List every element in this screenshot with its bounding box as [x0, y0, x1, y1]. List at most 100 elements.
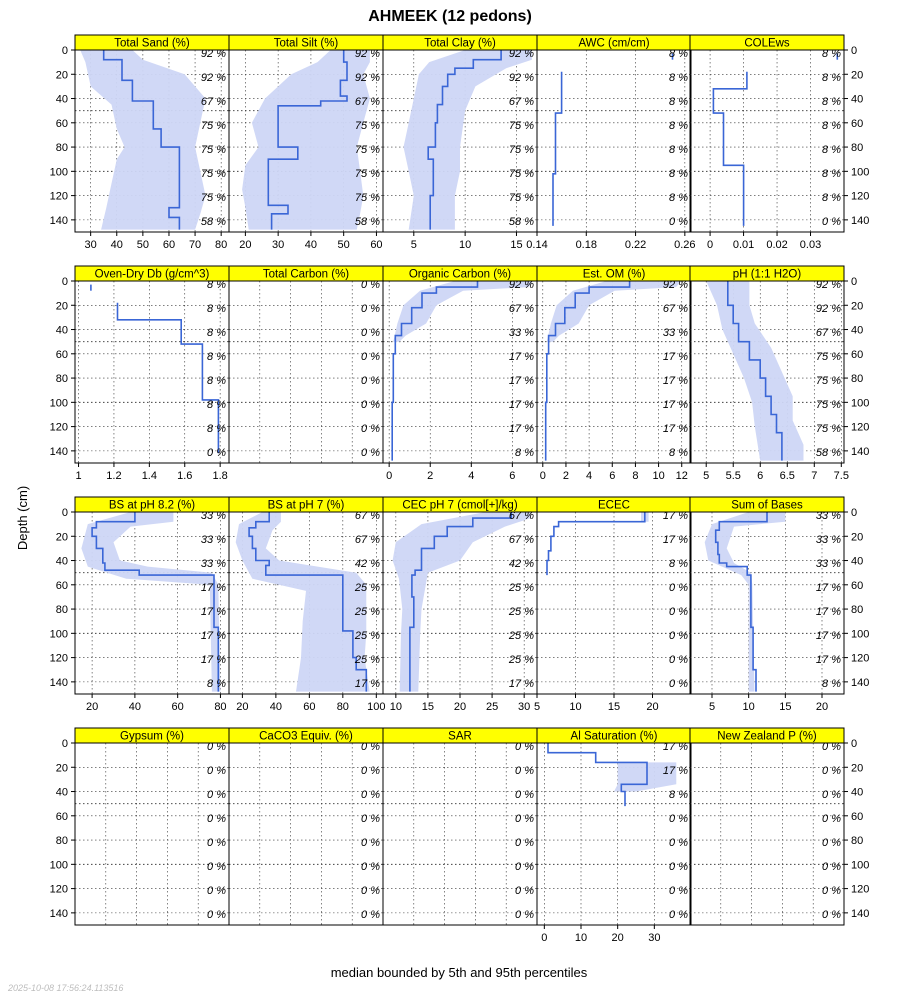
x-tick-label: 1: [75, 470, 81, 482]
y-tick-label: 40: [56, 94, 68, 106]
percent-label: 0 %: [669, 216, 688, 228]
percent-label: 92 %: [355, 72, 380, 84]
percent-label: 75 %: [201, 120, 226, 132]
y-tick-label: 40: [56, 787, 68, 799]
y-tick-label: 120: [50, 653, 68, 665]
y-tick-label: 100: [851, 859, 869, 871]
y-tick-label: 80: [56, 604, 68, 616]
percent-label: 17 %: [663, 375, 688, 387]
panel-frame: [689, 742, 845, 926]
percent-label: 8 %: [669, 96, 688, 108]
x-tick-label: 6: [757, 470, 763, 482]
percent-label: 33 %: [201, 534, 226, 546]
percent-label: 17 %: [816, 630, 841, 642]
panel: pH (1:1 H2O) 92 % 92 % 67 % 75 % 75 % 75 % 75 %…: [689, 265, 869, 482]
x-tick-label: 100: [367, 701, 385, 713]
percent-label: 25 %: [508, 654, 534, 666]
percent-label: 0 %: [361, 423, 380, 435]
percent-label: 8 %: [822, 144, 841, 156]
percent-label: 75 %: [816, 351, 841, 363]
x-tick-label: 60: [303, 701, 315, 713]
median-line: [544, 281, 631, 461]
y-tick-label: 20: [851, 300, 863, 312]
x-tick-label: 15: [779, 701, 791, 713]
percent-label: 0 %: [515, 861, 534, 873]
percent-label: 8 %: [207, 423, 226, 435]
percent-label: 0 %: [822, 765, 841, 777]
panel-title: CEC pH 7 (cmol[+]/kg): [402, 500, 518, 512]
percent-label: 75 %: [201, 168, 226, 180]
panel-frame: [689, 511, 845, 695]
x-tick-label: 5: [709, 701, 715, 713]
x-tick-label: 60: [370, 239, 382, 251]
percent-label: 67 %: [355, 534, 380, 546]
percent-label: 8 %: [207, 678, 226, 690]
y-tick-label: 140: [851, 446, 869, 458]
panel: Oven-Dry Db (g/cm^3)8 %8 %8 %8 %8 %8 %8 …: [50, 265, 230, 482]
x-tick-label: 6.5: [780, 470, 795, 482]
panel-frame: [228, 742, 384, 926]
percent-label: 0 %: [361, 303, 380, 315]
panel: CaCO3 Equiv. (%) 0 % 0 % 0 % 0 % 0 % 0 % 0 % 0 %: [228, 727, 384, 926]
panel-title: SAR: [448, 731, 472, 743]
percent-label: 58 %: [201, 216, 226, 228]
percent-label: 17 %: [663, 534, 688, 546]
percent-label: 8 %: [822, 192, 841, 204]
panel-title: AWC (cm/cm): [578, 38, 649, 50]
y-tick-label: 60: [56, 580, 68, 592]
x-tick-label: 80: [214, 701, 226, 713]
percent-label: 17 %: [201, 630, 226, 642]
y-tick-label: 20: [56, 531, 68, 543]
panel: New Zealand P (%) 0 % 0 % 0 % 0 % 0 % 0 % 0 % 0 …: [689, 727, 869, 926]
percent-label: 0 %: [822, 216, 841, 228]
percent-label: 75 %: [509, 168, 534, 180]
y-tick-label: 20: [851, 762, 863, 774]
percent-label: 0 %: [515, 741, 534, 753]
x-tick-label: 80: [215, 239, 227, 251]
median-line: [726, 281, 783, 461]
percent-label: 8 %: [669, 789, 688, 801]
percent-label: 75 %: [816, 399, 841, 411]
percent-label: 75 %: [355, 192, 380, 204]
x-tick-label: 4: [586, 470, 592, 482]
percent-label: 92 %: [201, 48, 226, 60]
x-tick-label: 10: [743, 701, 755, 713]
x-tick-label: 60: [163, 239, 175, 251]
percent-label: 17 %: [816, 606, 841, 618]
percentile-band: [403, 50, 532, 230]
percent-label: 0 %: [207, 909, 226, 921]
y-tick-label: 120: [50, 422, 68, 434]
percentile-band: [706, 281, 804, 461]
x-tick-label: 1.8: [213, 470, 228, 482]
panel: Total Sand (%) 92 % 92 % 67 % 75 % 75 % 75 % 75…: [50, 34, 230, 251]
x-tick-label: 7: [811, 470, 817, 482]
timestamp-text: 2025-10-08 17:56:24.113516: [7, 983, 123, 993]
percent-label: 17 %: [816, 582, 841, 594]
panel: Sum of Bases 33 % 33 % 33 % 17 % 17 % 17 % 17 %…: [689, 496, 869, 713]
panel-title: Gypsum (%): [120, 731, 184, 743]
percent-label: 92 %: [816, 279, 841, 291]
x-tick-label: 15: [510, 239, 522, 251]
percent-label: 75 %: [355, 168, 380, 180]
percent-label: 17 %: [201, 606, 226, 618]
percent-label: 0 %: [669, 582, 688, 594]
percent-label: 75 %: [816, 375, 841, 387]
x-tick-label: 10: [575, 932, 587, 944]
y-tick-label: 20: [56, 69, 68, 81]
x-tick-label: 5: [534, 701, 540, 713]
y-tick-label: 140: [50, 908, 68, 920]
percent-label: 8 %: [822, 48, 841, 60]
percent-label: 75 %: [509, 192, 534, 204]
x-tick-label: 0: [386, 470, 392, 482]
percent-label: 0 %: [207, 813, 226, 825]
x-tick-label: 0.01: [733, 239, 754, 251]
x-tick-label: 2: [563, 470, 569, 482]
percent-label: 0 %: [822, 741, 841, 753]
x-tick-label: 20: [236, 701, 248, 713]
percent-label: 8 %: [207, 279, 226, 291]
y-tick-label: 40: [851, 94, 863, 106]
panel-title: COLEws: [744, 38, 790, 50]
percent-label: 0 %: [361, 909, 380, 921]
y-tick-label: 60: [851, 580, 863, 592]
x-axis-title: median bounded by 5th and 95th percentil…: [331, 965, 588, 980]
